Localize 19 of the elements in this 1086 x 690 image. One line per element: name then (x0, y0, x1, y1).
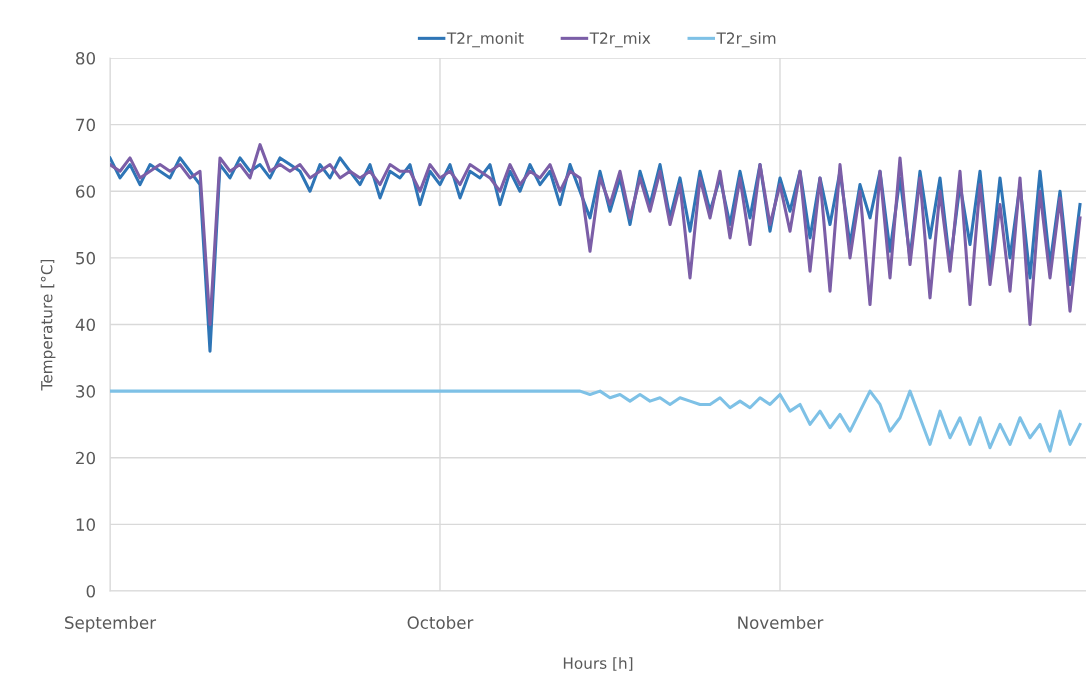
y-tick-label: 20 (76, 451, 95, 465)
y-tick-label: 40 (75, 318, 95, 332)
y-tick-label: 50 (76, 251, 95, 265)
y-tick-label: 70 (76, 118, 95, 132)
line-series (110, 389, 1082, 453)
x-tick-label: November (738, 616, 824, 629)
line-series (110, 143, 1082, 327)
y-tick-label: 10 (76, 518, 95, 531)
legend-label: T2r_mix (589, 32, 651, 48)
y-tick-label: 80 (76, 51, 95, 65)
y-tick-label: 0 (86, 584, 95, 598)
y-tick-label: 60 (76, 185, 95, 198)
x-tick-label: October (407, 616, 474, 629)
y-tick-label: 30 (76, 385, 95, 398)
legend-label: T2r_sim (716, 32, 776, 48)
legend-label: T2r_monit (446, 32, 524, 48)
x-tick-label: September (65, 616, 157, 633)
y-axis-title: Temperature [°C] (40, 259, 56, 391)
x-axis-title: Hours [h] (563, 657, 633, 671)
